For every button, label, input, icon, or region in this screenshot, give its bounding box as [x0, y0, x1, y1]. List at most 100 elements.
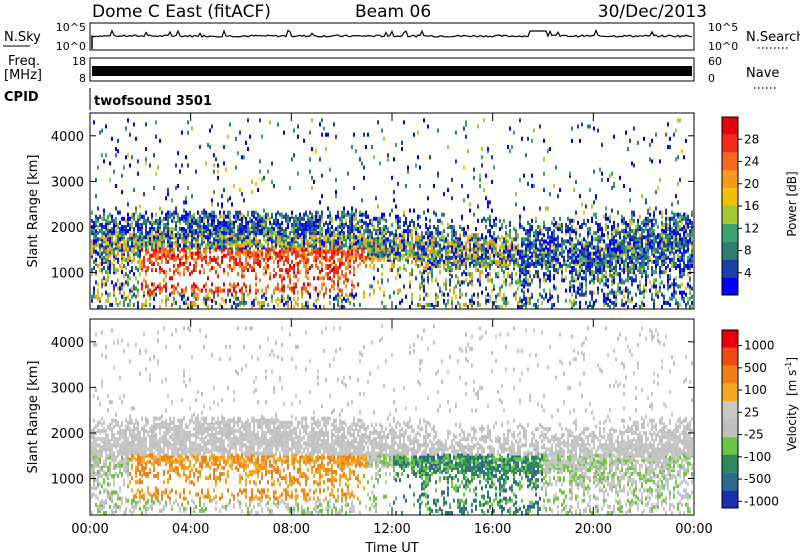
- power-cell: [101, 270, 103, 275]
- power-cell: [165, 225, 167, 230]
- power-cell: [117, 149, 119, 154]
- power-cell: [353, 239, 355, 244]
- power-cell: [615, 302, 617, 307]
- power-cell: [607, 243, 609, 248]
- power-cell: [587, 243, 589, 248]
- power-cell: [395, 251, 397, 256]
- power-cell: [395, 218, 397, 223]
- power-cell: [407, 255, 409, 260]
- power-cell: [225, 231, 227, 236]
- power-cell: [387, 155, 389, 160]
- power-cell: [519, 305, 521, 309]
- power-cell: [337, 237, 339, 242]
- power-cell: [115, 216, 117, 221]
- power-cell: [257, 247, 259, 252]
- power-cell: [91, 298, 93, 303]
- power-cell: [241, 235, 243, 240]
- power-cell: [541, 231, 543, 236]
- power-cell: [259, 118, 261, 123]
- power-cell: [381, 278, 383, 283]
- power-cell: [317, 225, 319, 230]
- power-cell: [329, 270, 331, 275]
- power-cell: [133, 292, 135, 297]
- power-cell: [177, 255, 179, 260]
- power-cell: [193, 216, 195, 221]
- power-cell: [605, 274, 607, 279]
- power-cell: [387, 247, 389, 252]
- power-cell: [345, 237, 347, 242]
- power-cell: [443, 266, 445, 271]
- power-cell: [405, 229, 407, 234]
- power-cell: [153, 261, 155, 266]
- power-cell: [175, 186, 177, 191]
- power-cell: [137, 227, 139, 232]
- power-cell: [619, 272, 621, 277]
- power-cell: [595, 263, 597, 268]
- power-cell: [229, 239, 231, 244]
- power-cell: [435, 231, 437, 236]
- power-cell: [581, 284, 583, 289]
- power-cell: [133, 237, 135, 242]
- power-cell: [395, 243, 397, 248]
- power-cell: [121, 249, 123, 254]
- power-cell: [549, 296, 551, 301]
- power-cell: [223, 247, 225, 252]
- power-cell: [129, 235, 131, 240]
- power-cell: [107, 229, 109, 234]
- power-cell: [409, 284, 411, 289]
- power-cell: [117, 222, 119, 227]
- power-cell: [305, 259, 307, 264]
- power-cell: [535, 249, 537, 254]
- power-cell: [527, 270, 529, 275]
- power-cell: [499, 247, 501, 252]
- power-cell: [583, 218, 585, 223]
- power-cell: [239, 302, 241, 307]
- power-cell: [135, 233, 137, 238]
- power-cell: [281, 298, 283, 303]
- power-cell: [417, 233, 419, 238]
- power-cell: [363, 290, 365, 295]
- power-cell: [269, 216, 271, 221]
- power-cell: [93, 266, 95, 271]
- power-cell: [321, 173, 323, 178]
- power-cell: [251, 229, 253, 234]
- power-cell: [333, 284, 335, 289]
- power-cell: [391, 239, 393, 244]
- power-cell: [235, 302, 237, 307]
- power-cell: [469, 255, 471, 260]
- power-cell: [329, 247, 331, 252]
- power-cell: [533, 249, 535, 254]
- power-cell: [151, 225, 153, 230]
- power-cell: [319, 157, 321, 162]
- power-cell: [523, 173, 525, 178]
- power-cell: [179, 272, 181, 277]
- power-cell: [147, 290, 149, 295]
- power-cell: [409, 253, 411, 258]
- power-cell: [177, 253, 179, 258]
- power-cell: [217, 274, 219, 279]
- power-cell: [263, 302, 265, 307]
- power-cell: [505, 302, 507, 307]
- power-cell: [121, 282, 123, 287]
- power-cell: [93, 235, 95, 240]
- power-cell: [539, 227, 541, 232]
- power-cell: [455, 243, 457, 248]
- power-cell: [493, 257, 495, 262]
- power-cell: [559, 227, 561, 232]
- power-cell: [545, 261, 547, 266]
- power-cell: [339, 249, 341, 254]
- power-cell: [451, 241, 453, 246]
- power-cell: [459, 247, 461, 252]
- power-cell: [571, 305, 573, 309]
- power-cell: [485, 300, 487, 305]
- power-cell: [511, 272, 513, 277]
- power-cell: [419, 282, 421, 287]
- power-cell: [615, 268, 617, 273]
- power-cell: [155, 120, 157, 125]
- power-cell: [439, 218, 441, 223]
- power-cell: [165, 259, 167, 264]
- power-cell: [553, 237, 555, 242]
- power-cell: [619, 231, 621, 236]
- power-cell: [567, 249, 569, 254]
- power-cell: [575, 259, 577, 264]
